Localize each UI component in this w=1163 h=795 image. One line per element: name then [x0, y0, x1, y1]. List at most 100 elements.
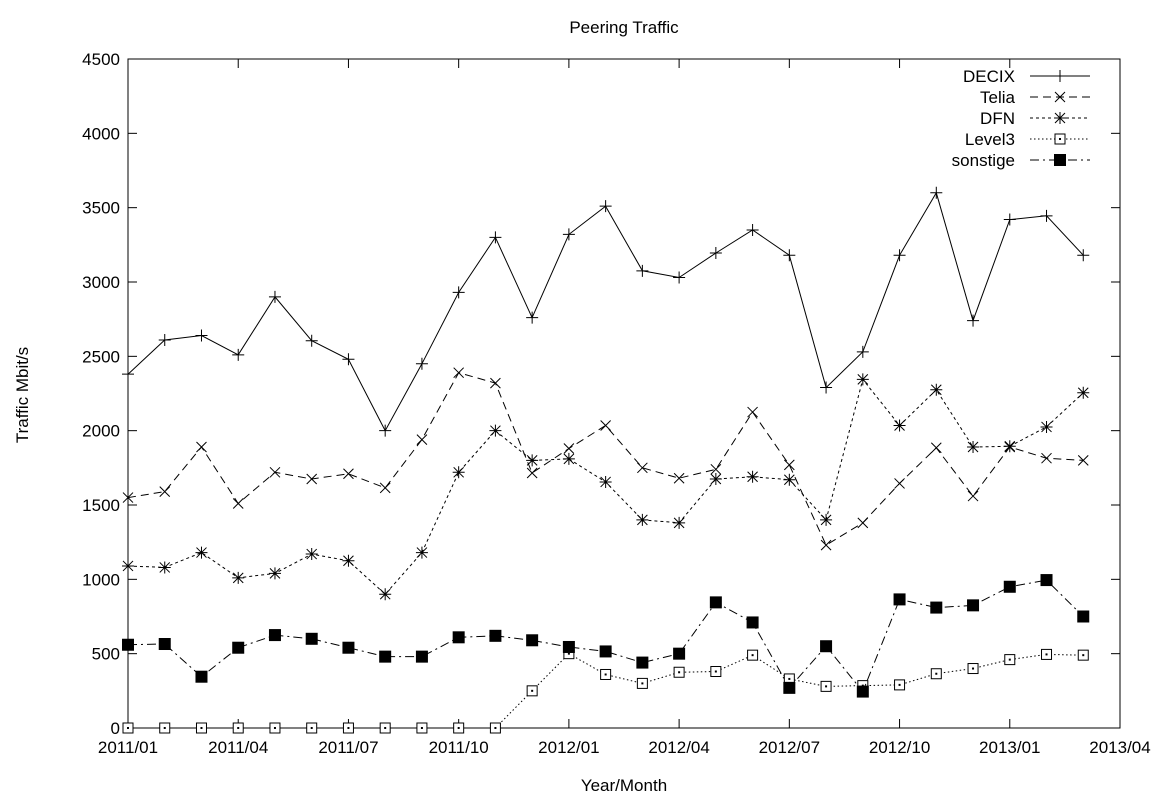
data-point-sonstige	[158, 638, 171, 651]
data-point-dfn	[452, 466, 465, 479]
data-point-level3-center	[604, 673, 607, 676]
series-sonstige	[122, 574, 1090, 698]
data-point-sonstige	[599, 645, 612, 658]
data-point-telia	[1041, 452, 1052, 464]
data-point-telia	[857, 517, 869, 529]
series-line-level3	[128, 653, 1084, 729]
y-axis-label: Traffic Mbit/s	[13, 347, 32, 443]
data-point-level3-center	[310, 727, 313, 729]
x-tick-label: 2011/01	[98, 738, 158, 757]
y-tick-label: 4000	[82, 124, 120, 143]
legend-label-decix: DECIX	[963, 67, 1015, 86]
data-point-decix	[305, 334, 318, 347]
data-point-dfn	[122, 559, 134, 572]
data-point-level3-center	[898, 683, 901, 686]
data-point-level3-center	[788, 677, 791, 680]
data-point-decix	[856, 345, 869, 358]
data-point-sonstige	[526, 634, 539, 647]
data-point-sonstige	[673, 647, 686, 660]
legend-label-sonstige: sonstige	[952, 151, 1015, 170]
data-point-telia	[967, 490, 979, 502]
data-point-sonstige	[893, 593, 906, 606]
data-point-sonstige	[783, 681, 796, 694]
data-point-telia	[600, 420, 611, 431]
data-point-sonstige	[562, 640, 575, 653]
x-tick-label: 2011/04	[208, 738, 268, 757]
data-point-decix	[489, 231, 502, 244]
data-point-dfn	[930, 383, 943, 396]
data-point-decix	[893, 249, 906, 262]
data-point-telia	[894, 478, 905, 489]
data-point-decix	[268, 290, 281, 303]
y-tick-label: 3000	[82, 273, 120, 292]
data-point-dfn	[820, 513, 833, 526]
data-point-telia	[490, 377, 501, 389]
legend-marker-sonstige	[1054, 154, 1066, 166]
data-point-telia	[930, 442, 942, 454]
data-point-decix	[599, 200, 612, 213]
data-point-level3-center	[531, 689, 534, 692]
data-point-sonstige	[967, 599, 980, 612]
data-point-level3-center	[935, 672, 938, 675]
chart-title: Peering Traffic	[569, 18, 679, 37]
y-tick-label: 3500	[82, 199, 120, 218]
data-point-decix	[746, 223, 759, 236]
data-point-telia	[416, 434, 428, 445]
data-point-level3-center	[384, 727, 387, 729]
data-point-dfn	[746, 470, 759, 483]
data-point-sonstige	[1003, 580, 1016, 593]
data-point-telia	[747, 406, 758, 418]
data-point-decix	[930, 186, 943, 199]
y-tick-label: 1500	[82, 496, 120, 515]
data-point-dfn	[232, 571, 245, 584]
data-point-level3-center	[1045, 653, 1048, 656]
legend-marker-level3-center	[1059, 138, 1061, 140]
data-point-telia	[379, 482, 391, 494]
data-point-dfn	[526, 454, 539, 467]
data-point-sonstige	[709, 596, 722, 609]
data-point-dfn	[379, 588, 392, 601]
data-point-decix	[709, 247, 722, 260]
data-point-dfn	[599, 475, 612, 488]
legend-marker-decix	[1054, 70, 1066, 82]
y-axis: 0 500 1000 1500 2000 2500 3000 3500 4000 4500	[82, 50, 1120, 738]
x-axis: 2011/01 2011/04 2011/07 2011/10 2012/01 2012/…	[98, 59, 1151, 757]
series-level3	[122, 648, 1089, 734]
y-tick-label: 4500	[82, 50, 120, 69]
data-point-sonstige	[1077, 610, 1090, 623]
series-decix	[122, 186, 1090, 437]
x-axis-label: Year/Month	[581, 776, 667, 795]
data-point-telia	[269, 466, 281, 478]
x-tick-label: 2013/01	[979, 738, 1040, 757]
data-point-sonstige	[268, 629, 281, 642]
legend-label-level3: Level3	[965, 130, 1015, 149]
data-point-decix	[342, 353, 355, 366]
y-tick-label: 2000	[82, 422, 120, 441]
data-point-sonstige	[856, 685, 869, 698]
data-point-sonstige	[489, 629, 502, 642]
legend-label-telia: Telia	[980, 88, 1016, 107]
data-point-decix	[1077, 249, 1090, 262]
data-point-telia	[122, 492, 134, 503]
x-tick-label: 2013/04	[1089, 738, 1150, 757]
data-point-decix	[636, 264, 649, 277]
data-point-decix	[415, 357, 428, 370]
data-point-telia	[783, 459, 795, 471]
data-point-sonstige	[930, 601, 943, 614]
data-point-sonstige	[452, 631, 465, 644]
series-line-decix	[127, 191, 1084, 432]
data-point-level3-center	[1008, 658, 1011, 661]
data-point-sonstige	[820, 640, 833, 653]
data-point-decix	[452, 286, 465, 299]
data-point-dfn	[856, 373, 869, 386]
plot-frame	[127, 58, 1121, 729]
y-tick-label: 0	[111, 719, 120, 738]
data-point-decix	[562, 228, 575, 241]
data-point-sonstige	[232, 641, 245, 654]
data-point-telia	[306, 473, 318, 485]
y-tick-label: 500	[92, 645, 120, 664]
data-point-dfn	[1003, 440, 1016, 453]
series-line-telia	[127, 372, 1084, 546]
data-point-telia	[159, 486, 171, 497]
data-point-sonstige	[122, 638, 134, 651]
